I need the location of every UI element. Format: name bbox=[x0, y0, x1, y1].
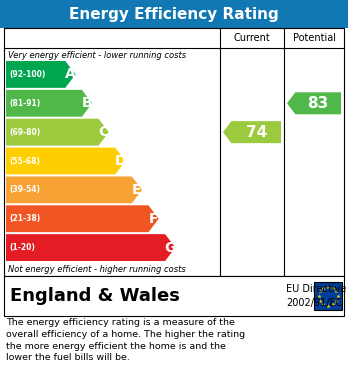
Text: (81-91): (81-91) bbox=[9, 99, 40, 108]
Text: England & Wales: England & Wales bbox=[10, 287, 180, 305]
Text: B: B bbox=[82, 96, 92, 110]
Text: Not energy efficient - higher running costs: Not energy efficient - higher running co… bbox=[8, 265, 186, 274]
Text: (39-54): (39-54) bbox=[9, 185, 40, 194]
Text: (1-20): (1-20) bbox=[9, 243, 35, 252]
Bar bbox=[4, 276, 344, 316]
Polygon shape bbox=[6, 147, 125, 174]
Text: (55-68): (55-68) bbox=[9, 156, 40, 165]
Text: (21-38): (21-38) bbox=[9, 214, 40, 223]
Bar bbox=[4, 28, 344, 276]
Text: 83: 83 bbox=[308, 96, 329, 111]
Polygon shape bbox=[6, 205, 159, 232]
Bar bbox=[0, 0, 348, 28]
Polygon shape bbox=[6, 234, 175, 261]
Text: EU Directive
2002/91/EC: EU Directive 2002/91/EC bbox=[286, 284, 346, 308]
Text: Current: Current bbox=[234, 33, 270, 43]
Text: F: F bbox=[149, 212, 158, 226]
Polygon shape bbox=[287, 92, 341, 114]
Polygon shape bbox=[6, 90, 92, 117]
Text: (69-80): (69-80) bbox=[9, 127, 40, 136]
Text: E: E bbox=[132, 183, 142, 197]
Polygon shape bbox=[6, 61, 76, 88]
Polygon shape bbox=[6, 176, 142, 203]
Text: 74: 74 bbox=[246, 125, 267, 140]
Text: G: G bbox=[165, 240, 176, 255]
Text: D: D bbox=[114, 154, 126, 168]
Polygon shape bbox=[6, 119, 109, 145]
Text: Potential: Potential bbox=[293, 33, 335, 43]
Text: The energy efficiency rating is a measure of the
overall efficiency of a home. T: The energy efficiency rating is a measur… bbox=[6, 318, 245, 362]
Text: A: A bbox=[65, 67, 76, 81]
Text: Energy Efficiency Rating: Energy Efficiency Rating bbox=[69, 7, 279, 22]
Polygon shape bbox=[223, 121, 281, 143]
Text: C: C bbox=[98, 125, 109, 139]
Text: Very energy efficient - lower running costs: Very energy efficient - lower running co… bbox=[8, 51, 186, 60]
Bar bbox=[314, 282, 342, 310]
Text: (92-100): (92-100) bbox=[9, 70, 45, 79]
